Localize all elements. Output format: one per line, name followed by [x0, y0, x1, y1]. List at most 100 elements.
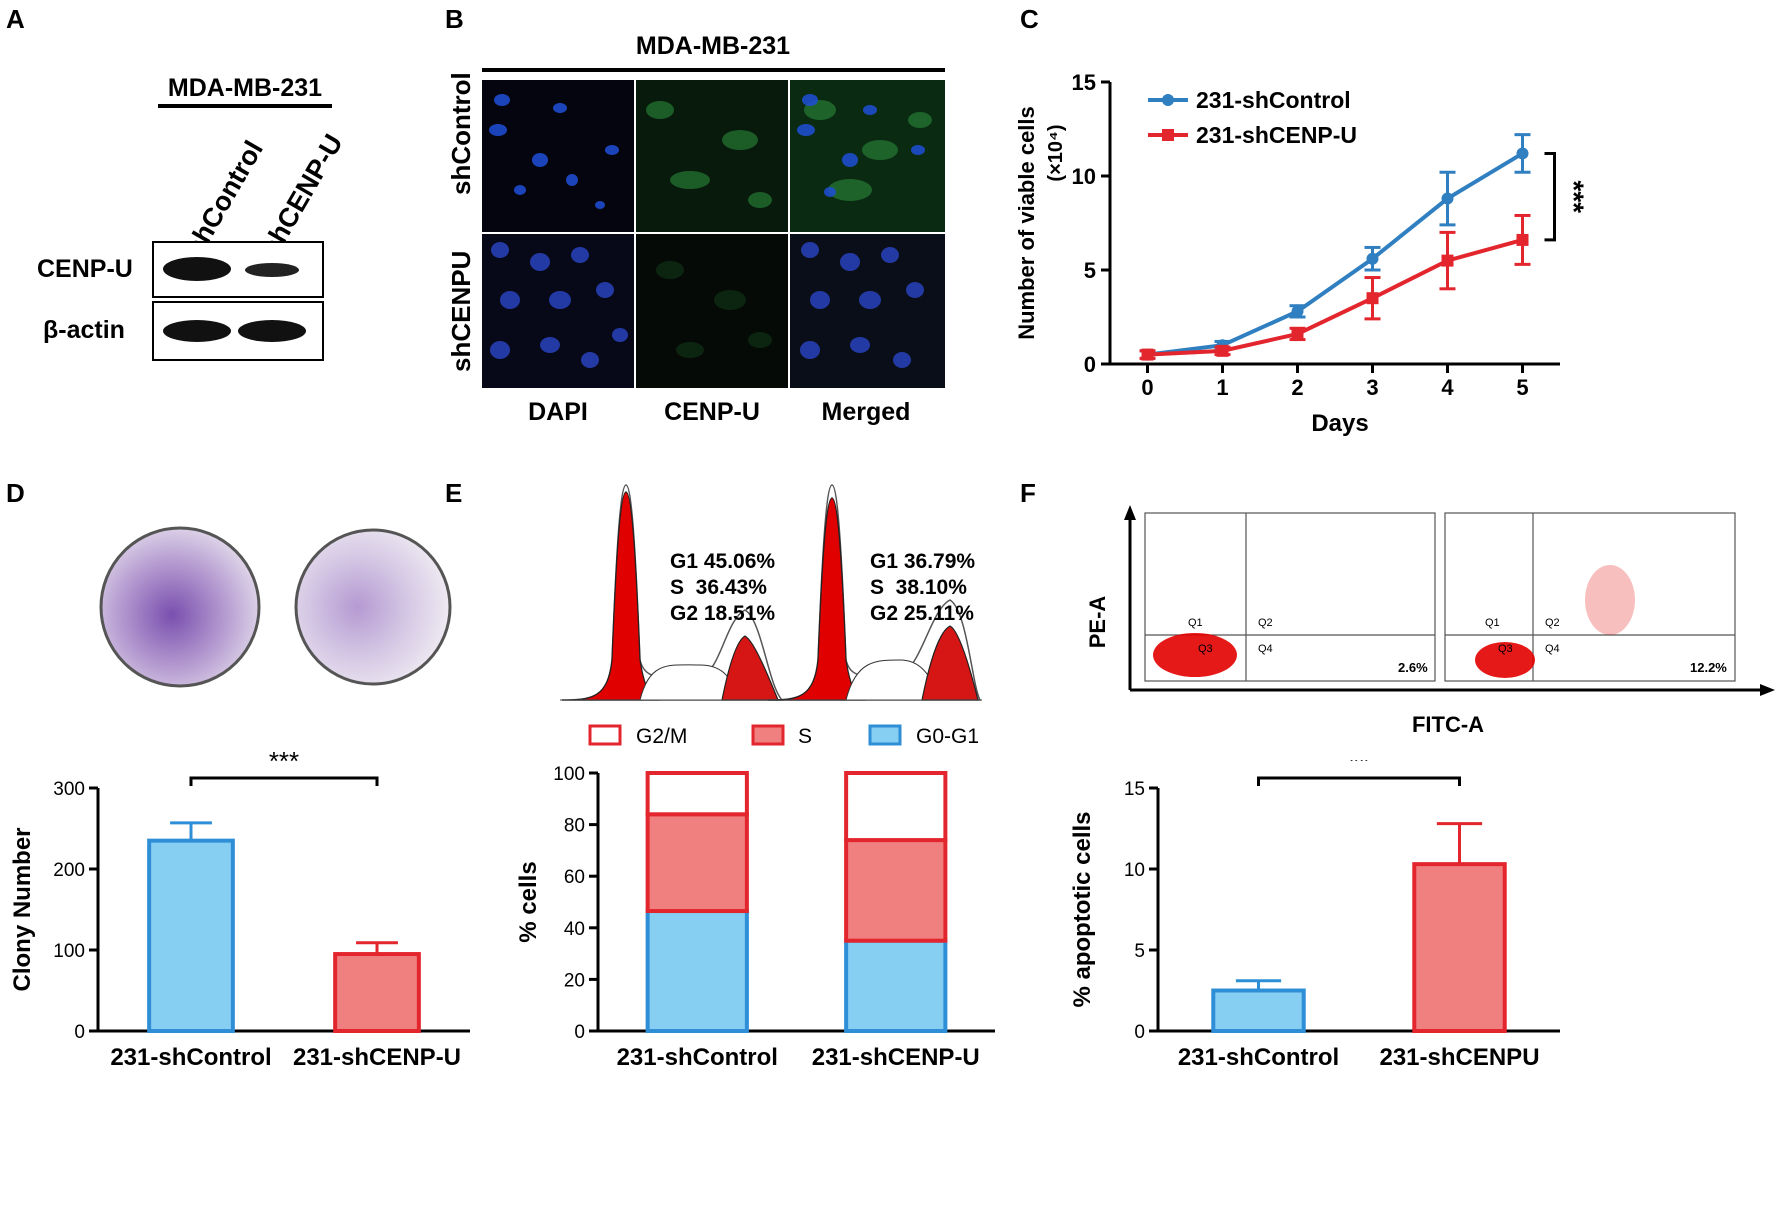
e-ytick-label: 100	[553, 764, 585, 785]
f-category-label: 231-shCENPU	[1379, 1044, 1539, 1071]
c-legend-label: 231-shControl	[1196, 87, 1351, 113]
e-bar-segment	[844, 771, 948, 843]
panel-f-flow-cytometry: PE-A FITC-A Q1 Q2 Q3 Q4 2.6% Q1 Q2 Q3 Q4…	[1085, 505, 1775, 737]
panel-e-letter: E	[445, 478, 463, 508]
band-cenpu-shcenpu	[245, 263, 299, 277]
d-significance-label: ***	[269, 746, 299, 776]
histogram-shcontrol	[560, 484, 785, 701]
f-ytick-label: 0	[1134, 1022, 1145, 1043]
c-legend-label: 231-shCENP-U	[1196, 122, 1357, 148]
e-bar-segment	[645, 909, 749, 1033]
e-bar-segment	[844, 938, 948, 1033]
nuclei-shcontrol-merged	[797, 94, 925, 197]
c-point	[1291, 305, 1304, 318]
if-shcenpu-dapi	[482, 234, 634, 388]
hist2-g1: G1 36.79%	[870, 550, 975, 573]
e-ylabel: % cells	[515, 861, 542, 942]
c-ytick-label: 10	[1072, 164, 1096, 189]
c-significance-bracket	[1544, 151, 1556, 242]
flow-xlabel: FITC-A	[1412, 712, 1484, 737]
c-xtick-label: 3	[1366, 375, 1378, 400]
if-col-label-cenpu: CENP-U	[664, 398, 760, 426]
if-col-label-merged: Merged	[822, 398, 911, 426]
flow2-q3: Q3	[1498, 643, 1513, 655]
flow2-q2: Q2	[1545, 617, 1560, 629]
flow-cloud-shcontrol	[1153, 633, 1237, 677]
flow1-q4: Q4	[1258, 643, 1273, 655]
nuclei-shcenpu	[490, 242, 628, 368]
band-cenpu-shcontrol	[163, 257, 231, 281]
flow1-q1: Q1	[1188, 617, 1203, 629]
legend-swatch-g0g1	[868, 724, 902, 746]
band-actin-shcenpu	[238, 320, 306, 342]
panel-d-colony-plates	[99, 526, 452, 688]
e-category-label: 231-shControl	[617, 1044, 778, 1071]
hist1-g2: G2 18.51%	[670, 602, 775, 625]
hist2-s: S 38.10%	[870, 576, 967, 599]
c-ytick-label: 15	[1072, 70, 1096, 95]
d-bar	[333, 952, 421, 1033]
hist1-g1: G1 45.06%	[670, 550, 775, 573]
legend-label-g2m: G2/M	[636, 725, 687, 748]
c-ytick-label: 0	[1084, 352, 1096, 377]
f-ytick-label: 15	[1124, 779, 1145, 800]
nuclei-shcontrol	[489, 94, 619, 209]
c-ylabel-unit: (×10⁴)	[1045, 124, 1067, 181]
d-category-label: 231-shControl	[110, 1044, 271, 1071]
panel-f-letter: F	[1020, 478, 1036, 508]
row-label-cenpu: CENP-U	[37, 255, 133, 283]
c-ylabel: Number of viable cells	[1014, 106, 1039, 340]
blot-cell-line: MDA-MB-231	[168, 74, 322, 102]
c-point	[1441, 254, 1454, 267]
band-actin-shcontrol	[163, 320, 231, 342]
c-xtick-label: 2	[1291, 375, 1303, 400]
f-bar	[1211, 988, 1306, 1033]
e-ytick-label: 80	[564, 816, 585, 837]
flow2-q1: Q1	[1485, 617, 1500, 629]
row-label-actin: β-actin	[43, 316, 125, 344]
c-legend-marker	[1162, 129, 1174, 141]
c-legend-marker	[1162, 94, 1174, 106]
e-ytick-label: 0	[574, 1022, 585, 1043]
flow-cloud-shcenpu	[1475, 642, 1535, 678]
c-xtick-label: 5	[1516, 375, 1528, 400]
if-shcenpu-merged	[790, 234, 945, 388]
c-point	[1441, 192, 1454, 205]
panel-a-western-blot: MDA-MB-231 shControl shCENP-U CENP-U β-a…	[37, 74, 349, 361]
f-significance-label: **	[1349, 760, 1369, 776]
c-point	[1291, 327, 1304, 340]
c-ytick-label: 5	[1084, 258, 1096, 283]
panel-e-stacked-bar-chart: 0 20 40 60 80 100 % cells 231-shControl 231-shCE…	[515, 764, 995, 1071]
c-xtick-label: 4	[1441, 375, 1454, 400]
f-category-label: 231-shControl	[1178, 1044, 1339, 1071]
f-ytick-label: 5	[1134, 941, 1145, 962]
legend-swatch-s	[751, 724, 785, 746]
flow2-percent: 12.2%	[1690, 660, 1727, 675]
flow1-q3: Q3	[1198, 643, 1213, 655]
d-ytick-label: 100	[53, 941, 85, 962]
c-point	[1366, 252, 1379, 265]
panel-c-growth-curve: 0 5 10 15 0 1 2 3 4 5 Days Number of viable cells (×…	[1014, 70, 1590, 437]
d-ytick-label: 300	[53, 779, 85, 800]
nuclei-shcenpu-merged	[800, 242, 924, 368]
panel-b-immunofluorescence: MDA-MB-231	[446, 32, 945, 426]
panel-a-letter: A	[6, 4, 25, 34]
flow2-q4: Q4	[1545, 643, 1560, 655]
panel-b-letter: B	[445, 4, 464, 34]
f-ytick-label: 10	[1124, 860, 1145, 881]
flow-cloud-shcenpu-q2	[1585, 565, 1635, 635]
e-ytick-label: 20	[564, 970, 585, 991]
f-significance-bracket	[1257, 776, 1461, 786]
panel-d-colony-bar-chart: 0 100 200 300 Clony Number 231-shControl 231-s…	[9, 746, 470, 1071]
e-ytick-label: 40	[564, 919, 585, 940]
d-category-label: 231-shCENP-U	[293, 1044, 461, 1071]
colony-plate-shcontrol	[99, 526, 261, 688]
flow-ylabel: PE-A	[1085, 596, 1110, 649]
panel-e-cell-cycle-histograms: G1 45.06% S 36.43% G2 18.51% G1 36.79% S…	[560, 484, 982, 748]
e-bar-segment	[844, 838, 948, 943]
f-ylabel: % apoptotic cells	[1069, 811, 1096, 1007]
c-xtick-label: 0	[1141, 375, 1153, 400]
if-col-label-dapi: DAPI	[528, 398, 588, 426]
d-bar	[147, 838, 235, 1033]
c-significance-label: ***	[1559, 180, 1590, 213]
